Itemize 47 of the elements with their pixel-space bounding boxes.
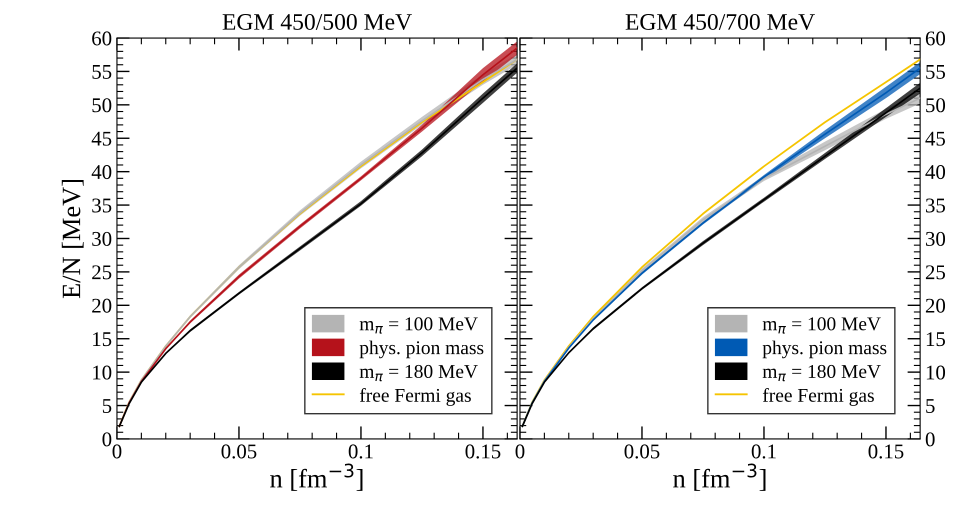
legend-label: phys. pion mass (762, 340, 886, 358)
y-tick-label: 45 (92, 132, 112, 146)
legend-label: m$_{π}$ = 100 MeV (360, 317, 478, 334)
y-tick-label: 50 (92, 98, 112, 112)
y-tick-label: 25 (926, 265, 946, 280)
y-tick-label: 5 (926, 399, 935, 413)
x-tick-label: 0 (112, 444, 122, 458)
y-tick-label: 15 (926, 332, 946, 346)
x-tick-label: 0.05 (222, 444, 256, 459)
y-tick-label: 5 (102, 399, 112, 413)
y-tick-label: 40 (92, 165, 112, 180)
chart-title: EGM 450/500 MeV (222, 14, 412, 30)
y-tick-label: 20 (92, 298, 112, 313)
legend-label: m$_{π}$ = 100 MeV (762, 317, 881, 334)
y-tick-label: 30 (92, 232, 112, 246)
chart-title: EGM 450/700 MeV (626, 14, 815, 30)
y-tick-label: 30 (926, 232, 946, 246)
y-tick-label: 0 (926, 432, 935, 446)
y-tick-label: 10 (926, 366, 946, 380)
y-tick-label: 55 (926, 65, 946, 79)
x-axis-title: n [fm$^{−3}$] (673, 464, 766, 491)
x-tick-label: 0.15 (466, 444, 500, 459)
legend-label: free Fermi gas (762, 388, 874, 406)
x-axis-title: n [fm$^{−3}$] (270, 464, 362, 491)
y-tick-label: 35 (92, 198, 112, 213)
y-tick-label: 60 (926, 31, 946, 46)
y-tick-label: 45 (925, 132, 946, 146)
legend-label: m$_{π}$ = 180 MeV (762, 364, 881, 382)
x-tick-label: 0.05 (624, 444, 660, 459)
y-tick-label: 40 (925, 165, 946, 180)
y-tick-label: 15 (93, 332, 112, 346)
x-tick-label: 0 (516, 444, 524, 458)
legend-label: phys. pion mass (360, 340, 484, 358)
y-tick-label: 20 (926, 298, 946, 313)
y-tick-label: 0 (102, 432, 112, 446)
y-tick-label: 50 (926, 98, 946, 112)
y-tick-label: 10 (93, 366, 112, 380)
x-tick-label: 0.1 (752, 444, 776, 459)
legend-label: free Fermi gas (360, 388, 471, 406)
y-tick-label: 25 (92, 265, 112, 280)
y-tick-label: 35 (926, 198, 946, 213)
y-axis-title: E/N [MeV] (62, 180, 84, 298)
y-tick-label: 55 (92, 65, 112, 79)
x-tick-label: 0.1 (348, 444, 373, 459)
legend-label: m$_{π}$ = 180 MeV (360, 364, 478, 382)
x-tick-label: 0.15 (868, 444, 904, 459)
y-tick-label: 60 (92, 31, 112, 46)
